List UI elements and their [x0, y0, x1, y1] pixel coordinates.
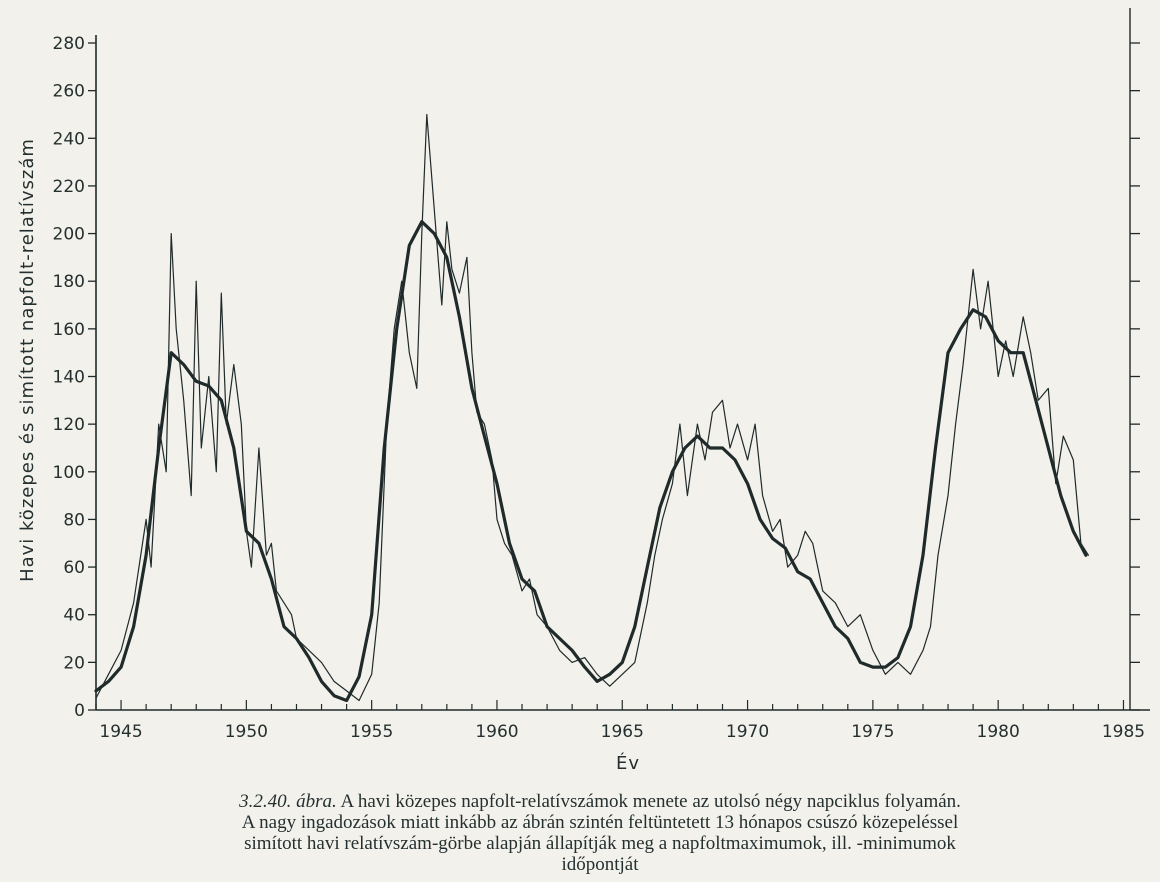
monthly-series-line	[95, 113, 1090, 702]
y-tick-label: 40	[63, 606, 85, 626]
y-tick-label: 160	[53, 320, 85, 340]
series-lines	[94, 113, 1090, 703]
y-tick-label: 100	[53, 463, 85, 483]
smoothed-series-line	[94, 220, 1088, 703]
figure-number: 3.2.40. ábra.	[239, 791, 337, 812]
y-tick-label: 200	[53, 225, 85, 245]
y-tick-label: 220	[53, 177, 85, 197]
axes	[95, 8, 1150, 711]
caption-text-1: A havi közepes napfolt-relatívszámok men…	[340, 791, 961, 812]
y-axis-title: Havi közepes és simított napfolt-relatív…	[17, 138, 38, 582]
y-tick-label: 180	[53, 272, 85, 292]
y-tick-label: 80	[63, 510, 85, 530]
x-tick-label: 1975	[851, 722, 894, 742]
x-tick-label: 1955	[350, 722, 393, 742]
x-tick-label: 1950	[225, 722, 268, 742]
ticks: 0 20 40 60 80 100 120 140 160 180 200 220 240 260 280 1…	[53, 34, 1146, 742]
y-tick-label: 280	[53, 34, 85, 54]
x-tick-label: 1980	[977, 722, 1020, 742]
caption-line-3: simított havi relatívszám-görbe alapján …	[244, 833, 956, 854]
x-tick-label: 1960	[475, 722, 518, 742]
y-tick-label: 20	[63, 653, 85, 673]
y-tick-label: 260	[53, 82, 85, 102]
caption-line-1: 3.2.40. ábra. A havi közepes napfolt-rel…	[100, 791, 1100, 812]
y-tick-label: 140	[53, 368, 85, 388]
y-tick-label: 60	[63, 558, 85, 578]
caption-line-4: időpontját	[561, 854, 639, 875]
y-tick-label: 120	[53, 415, 85, 435]
caption-line-2: A nagy ingadozások miatt inkább az ábrán…	[241, 812, 959, 833]
y-tick-label: 0	[74, 701, 85, 721]
x-tick-label: 1970	[726, 722, 769, 742]
x-tick-label: 1965	[601, 722, 644, 742]
x-axis-title: Év	[616, 752, 640, 774]
y-tick-label: 240	[53, 129, 85, 149]
x-tick-label: 1985	[1102, 722, 1145, 742]
figure-caption: 3.2.40. ábra. A havi közepes napfolt-rel…	[100, 791, 1100, 875]
x-tick-label: 1945	[99, 722, 142, 742]
